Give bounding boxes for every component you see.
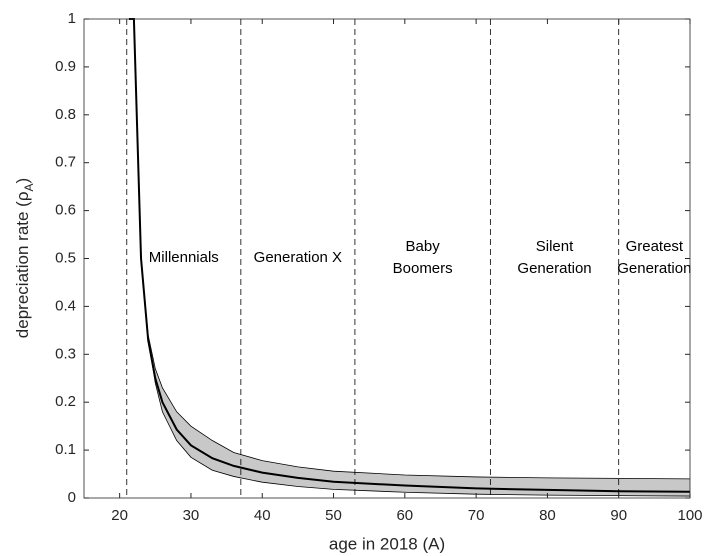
- region-label: Baby: [406, 238, 441, 255]
- x-tick-label: 30: [183, 507, 200, 524]
- y-tick-label: 1: [68, 10, 76, 27]
- y-axis-label: depreciation rate (ρA): [13, 178, 36, 338]
- region-label: Millennials: [149, 249, 219, 266]
- confidence-band: [128, 19, 691, 497]
- region-label: Greatest: [626, 238, 684, 255]
- x-tick-label: 80: [539, 507, 556, 524]
- y-tick-label: 0.9: [55, 58, 76, 75]
- y-tick-label: 0.6: [55, 202, 76, 219]
- region-label: Generation: [517, 260, 591, 277]
- y-tick-label: 0.3: [55, 345, 76, 362]
- rate-line: [128, 18, 691, 493]
- y-tick-label: 0.5: [55, 249, 76, 266]
- y-tick-label: 0.1: [55, 441, 76, 458]
- y-tick-label: 0.8: [55, 106, 76, 123]
- x-tick-label: 40: [254, 507, 271, 524]
- x-tick-label: 60: [396, 507, 413, 524]
- x-tick-label: 20: [111, 507, 128, 524]
- region-label: Boomers: [393, 260, 453, 277]
- x-tick-label: 90: [610, 507, 627, 524]
- y-tick-label: 0.7: [55, 154, 76, 171]
- x-axis-label: age in 2018 (A): [329, 534, 445, 553]
- x-tick-label: 50: [325, 507, 342, 524]
- x-tick-label: 70: [468, 507, 485, 524]
- y-label-end: ): [13, 178, 32, 184]
- y-tick-label: 0.2: [55, 393, 76, 410]
- y-label-sub: A: [22, 183, 36, 191]
- region-label: Generation X: [254, 249, 342, 266]
- y-tick-label: 0.4: [55, 297, 76, 314]
- x-tick-label: 100: [677, 507, 702, 524]
- y-tick-label: 0: [68, 489, 76, 506]
- region-label: Generation: [617, 260, 691, 277]
- y-label-text: depreciation rate (ρ: [13, 191, 32, 338]
- region-label: Silent: [536, 238, 574, 255]
